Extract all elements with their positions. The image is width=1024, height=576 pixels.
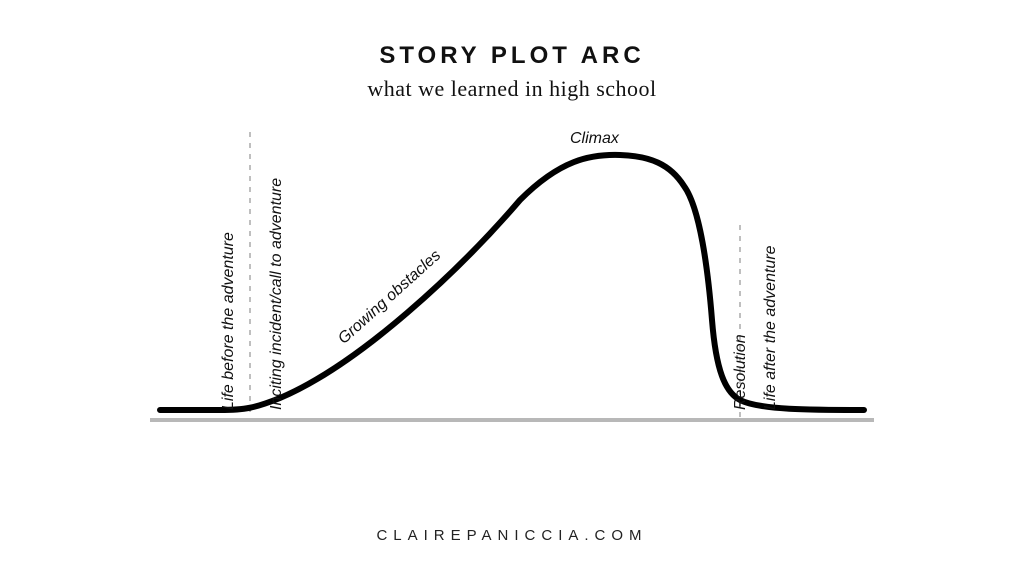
page-subtitle: what we learned in high school [0,76,1024,102]
title-text: STORY PLOT ARC [379,42,644,69]
label-life-after: Life after the adventure [762,245,780,410]
page-title: STORY PLOT ARC [373,40,650,72]
plot-arc-chart: Climax Growing obstacles Life before the… [150,120,874,460]
label-climax: Climax [570,130,619,148]
footer-credit: CLAIREPANICCIA.COM [0,527,1024,544]
plot-curve [160,155,864,410]
label-life-before: Life before the adventure [220,232,238,410]
label-resolution: Resolution [732,334,750,410]
label-inciting-incident: Inciting incident/call to adventure [268,178,286,410]
